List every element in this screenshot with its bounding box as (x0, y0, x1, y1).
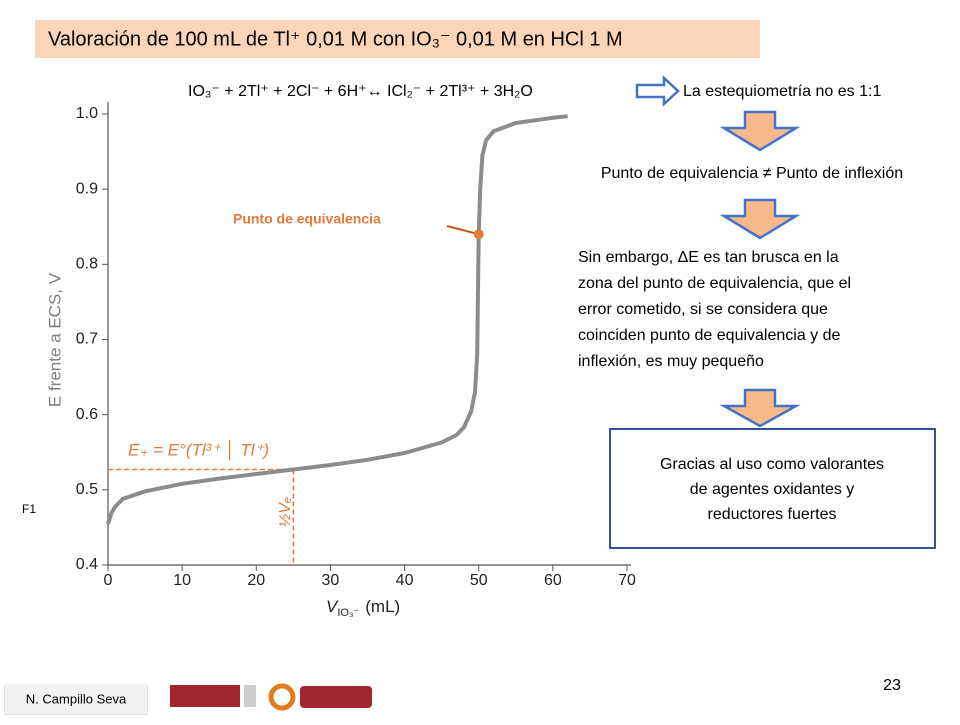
equivalence-label: Punto de equivalencia (233, 211, 381, 227)
leader-line (446, 225, 479, 236)
y-axis-label: E frente a ECS, V (45, 272, 64, 407)
logo (268, 683, 296, 711)
figure-tag: F1 (22, 502, 36, 516)
arrow-down (719, 110, 801, 152)
logo (170, 685, 240, 707)
x-tick-label: 10 (173, 572, 191, 589)
y-tick-label: 0.6 (76, 406, 98, 423)
logo (244, 685, 256, 707)
step-one: Punto de equivalencia ≠ Punto de inflexi… (601, 165, 903, 182)
x-tick-label: 50 (470, 572, 488, 589)
conclusion-box (609, 428, 936, 549)
statement: La estequiometría no es 1:1 (683, 83, 881, 100)
y-tick-label: 0.5 (76, 481, 98, 498)
step-two-line: coinciden punto de equivalencia y de (578, 327, 841, 344)
equation: IO₃⁻ + 2Tl⁺ + 2Cl⁻ + 6H⁺↔ ICl₂⁻ + 2Tl³⁺ … (188, 83, 533, 100)
step-two-line: Sin embargo, ΔE es tan brusca en la (578, 249, 839, 266)
x-axis-label: VIO₃⁻ (mL) (326, 597, 400, 618)
x-axis-label-part: IO₃⁻ (337, 607, 359, 619)
arrow-down (719, 198, 801, 240)
y-tick-label: 0.9 (76, 180, 98, 197)
arrow-down (719, 388, 801, 428)
x-tick-label: 0 (104, 572, 113, 589)
y-tick-label: 1.0 (76, 105, 98, 122)
conclusion: Gracias al uso como valorantes de agentes… (660, 456, 884, 523)
conclusion-line: reductores fuertes (708, 506, 837, 523)
x-axis-label-part: (mL) (365, 597, 400, 616)
equivalence-point (473, 229, 484, 240)
y-tick-label: 0.8 (76, 256, 98, 273)
author-band (5, 684, 147, 714)
page-number: 23 (883, 677, 901, 694)
half-volume-label: ½Vₑ (277, 497, 294, 527)
x-tick-label: 20 (247, 572, 265, 589)
chart: 0.4 0.5 0.6 0.7 0.8 0.9 1.0 0 10 20 30 40 50 60 70 E fr… (45, 102, 636, 619)
x-axis-label-part: V (326, 597, 339, 616)
arrow-right (635, 75, 680, 107)
y-tick-label: 0.4 (76, 556, 98, 573)
half-point-label: E₊ = E°(Tl³⁺ │ Tl⁺) (128, 439, 269, 461)
step-two-line: inflexión, es muy pequeño (578, 353, 764, 370)
step-two: Sin embargo, ΔE es tan brusca en la zona … (578, 249, 851, 370)
title: Valoración de 100 mL de Tl⁺ 0,01 M con I… (48, 28, 623, 50)
x-tick-label: 40 (396, 572, 414, 589)
x-tick-label: 30 (322, 572, 340, 589)
author: N. Campillo Seva (26, 691, 127, 706)
line (106, 114, 568, 525)
step-two-line: error cometido, si se considera que (578, 301, 828, 318)
y-tick-label: 0.7 (76, 331, 98, 348)
conclusion-line: de agentes oxidantes y (690, 481, 855, 498)
x-tick-label: 60 (544, 572, 562, 589)
conclusion-line: Gracias al uso como valorantes (660, 456, 884, 473)
step-two-line: zona del punto de equivalencia, que el (578, 275, 851, 292)
title-band (35, 20, 760, 58)
x-tick-label: 70 (618, 572, 636, 589)
logo (300, 686, 372, 708)
